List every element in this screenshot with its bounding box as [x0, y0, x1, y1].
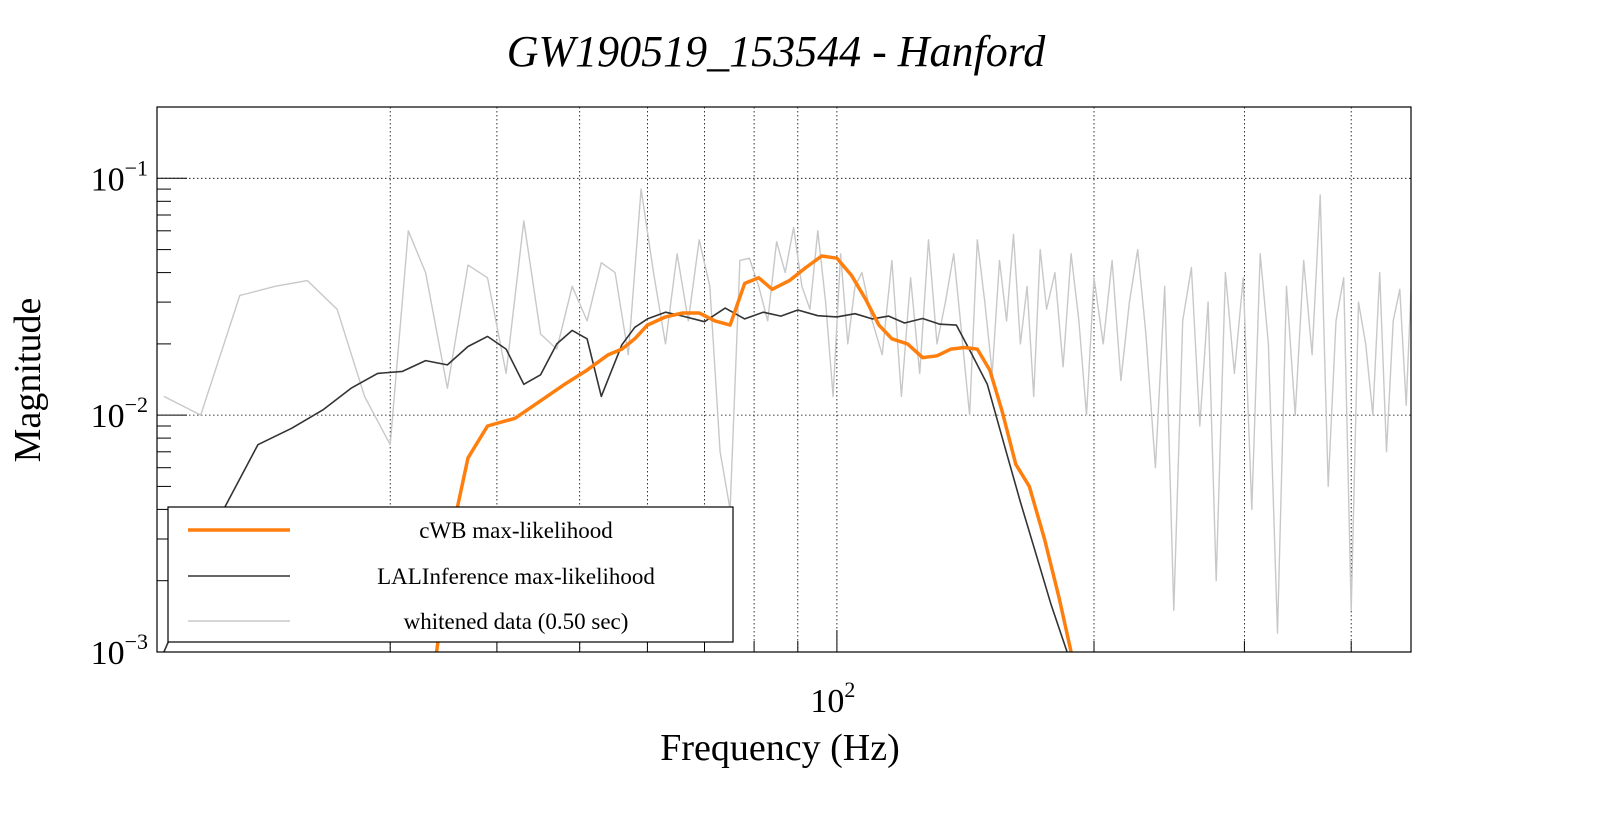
x-tick-label: 102	[810, 677, 855, 720]
grid-lines	[157, 107, 1411, 652]
legend-label: LALInference max-likelihood	[377, 564, 655, 589]
y-axis-label: Magnitude	[7, 298, 49, 463]
plot-frame	[156, 106, 1412, 653]
legend-label: cWB max-likelihood	[419, 518, 613, 543]
legend: cWB max-likelihood LALInference max-likel…	[167, 506, 734, 643]
y-tick-label: 10−3	[91, 629, 148, 672]
series-layer	[163, 188, 1411, 652]
legend-label: whitened data (0.50 sec)	[404, 609, 629, 634]
series-line-1	[163, 307, 1068, 652]
x-axis-label: Frequency (Hz)	[660, 727, 900, 769]
y-tick-label: 10−1	[91, 155, 148, 198]
minor-ticks	[157, 106, 1352, 653]
y-tick-label: 10−2	[91, 392, 148, 435]
y-tick-labels: 10−1 10−2 10−3	[91, 155, 148, 672]
series-line-0	[434, 254, 1073, 652]
x-tick-labels: 102	[810, 677, 855, 720]
chart-title: GW190519_153544 - Hanford	[507, 27, 1047, 76]
